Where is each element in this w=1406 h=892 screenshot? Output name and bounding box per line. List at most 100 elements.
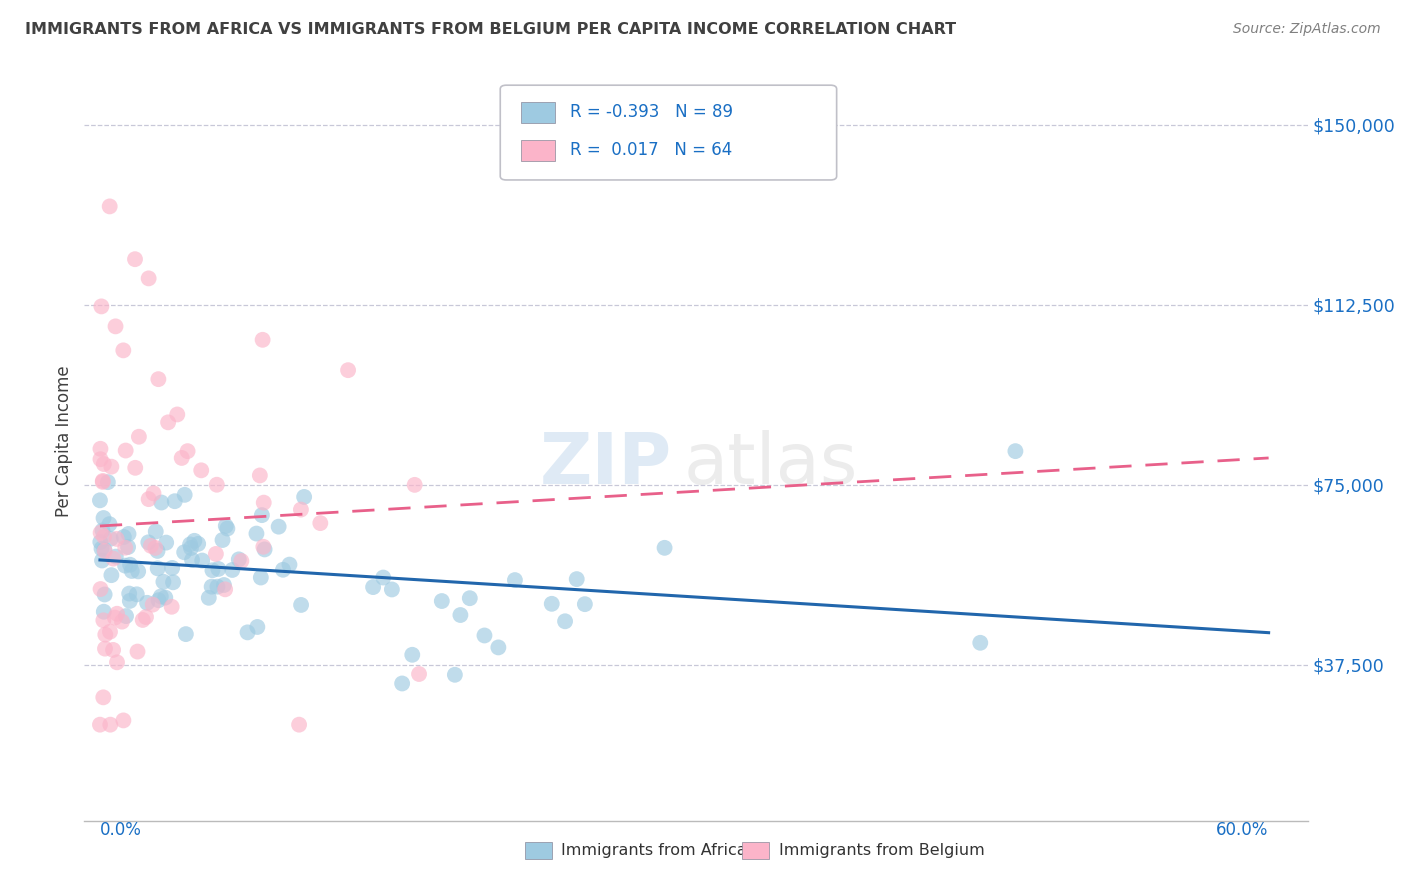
Point [138,535,160,549]
Point [250,508,273,523]
Point [166,408,188,422]
Point [190,463,212,477]
Point [127,644,149,658]
Bar [524,842,551,858]
Point [162,575,184,590]
Point [408,667,430,681]
Point [253,542,276,557]
Point [391,676,413,690]
Point [125,587,148,601]
Y-axis label: Per Capita Income: Per Capita Income [55,366,73,517]
Point [90,541,112,556]
Point [111,615,134,629]
Point [124,460,146,475]
Point [118,594,141,608]
Point [105,656,128,670]
Point [104,549,127,564]
Point [100,532,122,546]
Point [100,459,122,474]
Point [155,591,177,605]
Point [292,490,315,504]
Point [252,333,274,347]
Point [212,578,235,592]
Point [228,552,250,566]
Point [250,570,273,584]
Point [179,537,201,551]
Point [267,519,290,533]
Point [139,539,162,553]
Point [444,667,467,681]
Point [430,594,453,608]
Point [149,590,172,604]
Point [404,478,426,492]
Point [176,444,198,458]
Point [236,625,259,640]
Point [173,545,195,559]
Point [89,535,111,549]
Point [142,486,165,500]
Point [120,558,142,572]
Point [105,532,128,546]
Point [98,199,121,213]
Point [183,533,205,548]
Point [114,558,136,573]
Point [174,627,197,641]
Point [191,553,214,567]
Point [187,537,209,551]
Point [654,541,676,555]
Bar [742,842,769,858]
Point [93,587,115,601]
Text: Source: ZipAtlas.com: Source: ZipAtlas.com [1233,22,1381,37]
Point [146,544,169,558]
Point [103,551,125,566]
Point [89,493,111,508]
Point [91,524,114,538]
Text: Immigrants from Belgium: Immigrants from Belgium [779,843,984,858]
Point [211,533,233,547]
Point [91,553,114,567]
Point [94,641,117,656]
Point [138,492,160,507]
Point [93,613,115,627]
Point [969,636,991,650]
Point [309,516,332,530]
Point [170,450,193,465]
Text: R = -0.393   N = 89: R = -0.393 N = 89 [569,103,733,121]
Point [91,475,114,489]
Point [143,541,166,555]
Point [105,607,128,621]
Point [145,524,167,539]
Point [246,620,269,634]
Point [574,597,596,611]
Point [117,527,139,541]
Point [361,580,384,594]
Point [93,605,115,619]
Text: 60.0%: 60.0% [1216,821,1268,838]
Point [373,570,395,584]
Point [278,558,301,572]
Point [207,580,229,594]
Point [115,609,138,624]
Point [89,442,111,456]
Point [104,319,127,334]
Point [148,372,170,386]
Point [128,430,150,444]
Point [201,563,224,577]
Point [152,574,174,589]
Point [136,596,159,610]
Point [290,502,312,516]
Point [131,613,153,627]
Point [288,717,311,731]
Point [89,452,111,467]
Point [163,494,186,508]
Point [245,526,267,541]
Point [155,535,177,549]
Point [201,580,224,594]
Bar [522,140,555,161]
Point [104,610,127,624]
Point [117,540,139,554]
Point [207,562,229,576]
Point [142,598,165,612]
Point [93,530,115,544]
Point [160,561,183,575]
